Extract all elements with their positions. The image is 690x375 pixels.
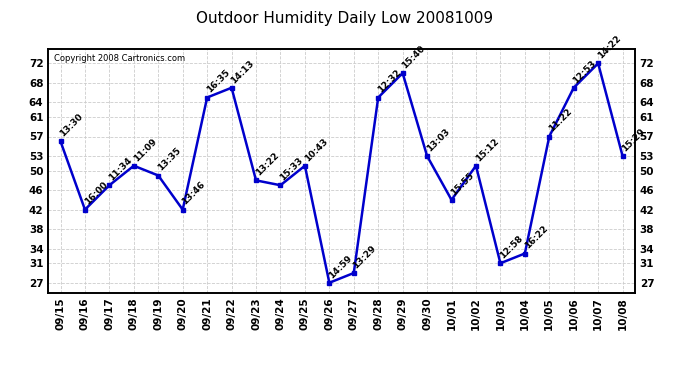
Text: 14:22: 14:22: [596, 34, 622, 61]
Text: 15:29: 15:29: [620, 126, 647, 153]
Text: 15:12: 15:12: [474, 136, 500, 163]
Text: 15:33: 15:33: [278, 156, 305, 183]
Text: 16:22: 16:22: [522, 224, 549, 251]
Text: 12:58: 12:58: [498, 234, 525, 261]
Text: 12:53: 12:53: [571, 58, 598, 85]
Text: 16:00: 16:00: [83, 180, 109, 207]
Text: 13:03: 13:03: [425, 127, 451, 153]
Text: Copyright 2008 Cartronics.com: Copyright 2008 Cartronics.com: [55, 54, 186, 63]
Text: 15:55: 15:55: [449, 171, 476, 197]
Text: 13:35: 13:35: [156, 146, 183, 173]
Text: 13:46: 13:46: [181, 180, 207, 207]
Text: 11:34: 11:34: [107, 156, 134, 183]
Text: 13:22: 13:22: [254, 151, 280, 178]
Text: Outdoor Humidity Daily Low 20081009: Outdoor Humidity Daily Low 20081009: [197, 11, 493, 26]
Text: 11:22: 11:22: [547, 107, 573, 134]
Text: 16:35: 16:35: [205, 68, 232, 95]
Text: 12:32: 12:32: [376, 68, 402, 95]
Text: 11:09: 11:09: [132, 136, 158, 163]
Text: 15:40: 15:40: [400, 44, 427, 70]
Text: 14:13: 14:13: [229, 58, 256, 85]
Text: 13:30: 13:30: [59, 112, 85, 139]
Text: 13:29: 13:29: [352, 243, 378, 270]
Text: 14:59: 14:59: [327, 253, 354, 280]
Text: 10:43: 10:43: [303, 136, 329, 163]
